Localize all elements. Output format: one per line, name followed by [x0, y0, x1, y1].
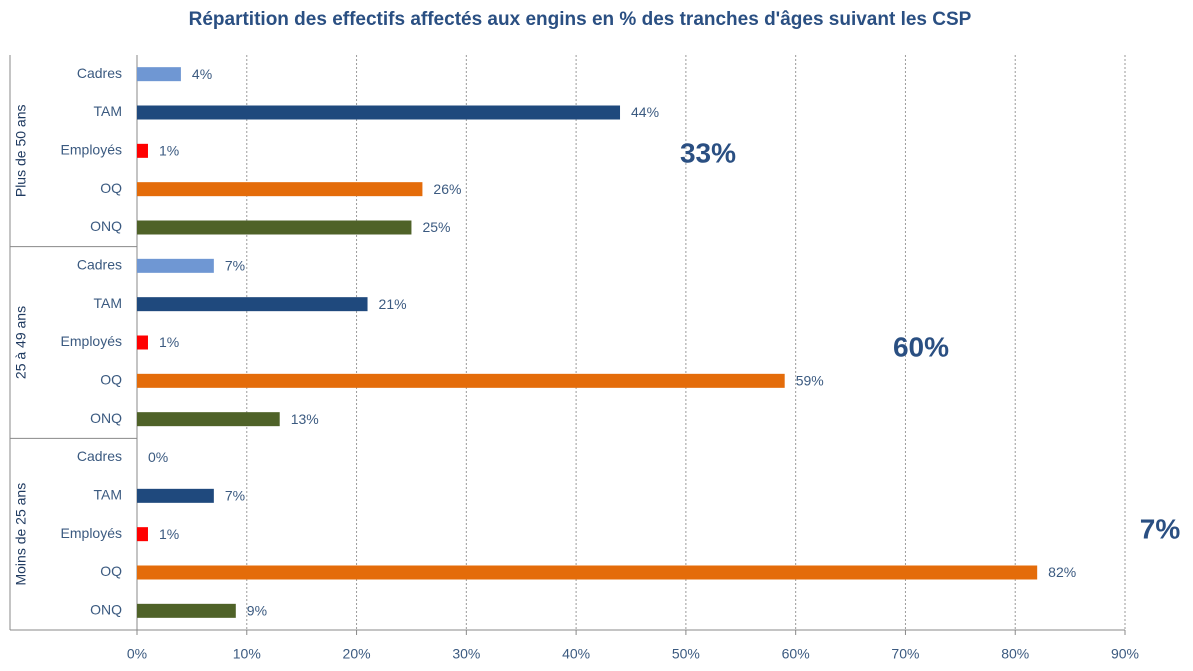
- bar: [137, 527, 148, 542]
- bar: [137, 67, 181, 82]
- value-label: 1%: [159, 334, 179, 350]
- bar: [137, 488, 214, 503]
- category-label: Employés: [61, 525, 122, 541]
- category-label: OQ: [100, 563, 122, 579]
- x-tick-label: 70%: [891, 646, 919, 662]
- category-label: Cadres: [77, 257, 122, 273]
- category-label: TAM: [93, 487, 122, 503]
- category-label: Employés: [61, 142, 122, 158]
- bar: [137, 143, 148, 158]
- x-tick-label: 20%: [343, 646, 371, 662]
- category-label: ONQ: [90, 410, 122, 426]
- x-tick-label: 30%: [452, 646, 480, 662]
- bar: [137, 565, 1038, 580]
- value-label: 59%: [796, 373, 824, 389]
- value-label: 9%: [247, 603, 267, 619]
- group-label: Moins de 25 ans: [13, 483, 29, 586]
- value-label: 4%: [192, 66, 212, 82]
- value-label: 7%: [225, 258, 245, 274]
- category-label: TAM: [93, 295, 122, 311]
- x-tick-label: 10%: [233, 646, 261, 662]
- group-annotation: 7%: [1140, 513, 1181, 544]
- chart-title: Répartition des effectifs affectés aux e…: [189, 9, 972, 30]
- value-label: 25%: [422, 219, 450, 235]
- value-label: 13%: [291, 411, 319, 427]
- bar: [137, 297, 368, 312]
- bar: [137, 603, 236, 618]
- group-annotation: 60%: [893, 331, 949, 362]
- x-tick-label: 0%: [127, 646, 147, 662]
- value-label: 82%: [1048, 564, 1076, 580]
- bar: [137, 105, 621, 120]
- group-annotation: 33%: [680, 137, 736, 168]
- value-label: 7%: [225, 488, 245, 504]
- group-label: Plus de 50 ans: [13, 105, 29, 198]
- bar: [137, 412, 280, 427]
- bar: [137, 335, 148, 350]
- bar: [137, 220, 412, 235]
- group-label: 25 à 49 ans: [13, 306, 29, 379]
- x-tick-label: 40%: [562, 646, 590, 662]
- category-label: ONQ: [90, 602, 122, 618]
- bar: [137, 373, 785, 388]
- category-label: Cadres: [77, 448, 122, 464]
- value-label: 1%: [159, 526, 179, 542]
- category-label: Employés: [61, 333, 122, 349]
- x-tick-label: 50%: [672, 646, 700, 662]
- x-tick-label: 80%: [1001, 646, 1029, 662]
- value-label: 44%: [631, 104, 659, 120]
- value-label: 21%: [379, 296, 407, 312]
- bar: [137, 258, 214, 273]
- category-label: ONQ: [90, 218, 122, 234]
- value-label: 26%: [433, 181, 461, 197]
- value-label: 1%: [159, 143, 179, 159]
- category-label: Cadres: [77, 65, 122, 81]
- bar: [137, 182, 423, 197]
- category-label: OQ: [100, 180, 122, 196]
- x-tick-label: 60%: [782, 646, 810, 662]
- category-label: TAM: [93, 103, 122, 119]
- category-label: OQ: [100, 372, 122, 388]
- value-label: 0%: [148, 449, 168, 465]
- x-tick-label: 90%: [1111, 646, 1139, 662]
